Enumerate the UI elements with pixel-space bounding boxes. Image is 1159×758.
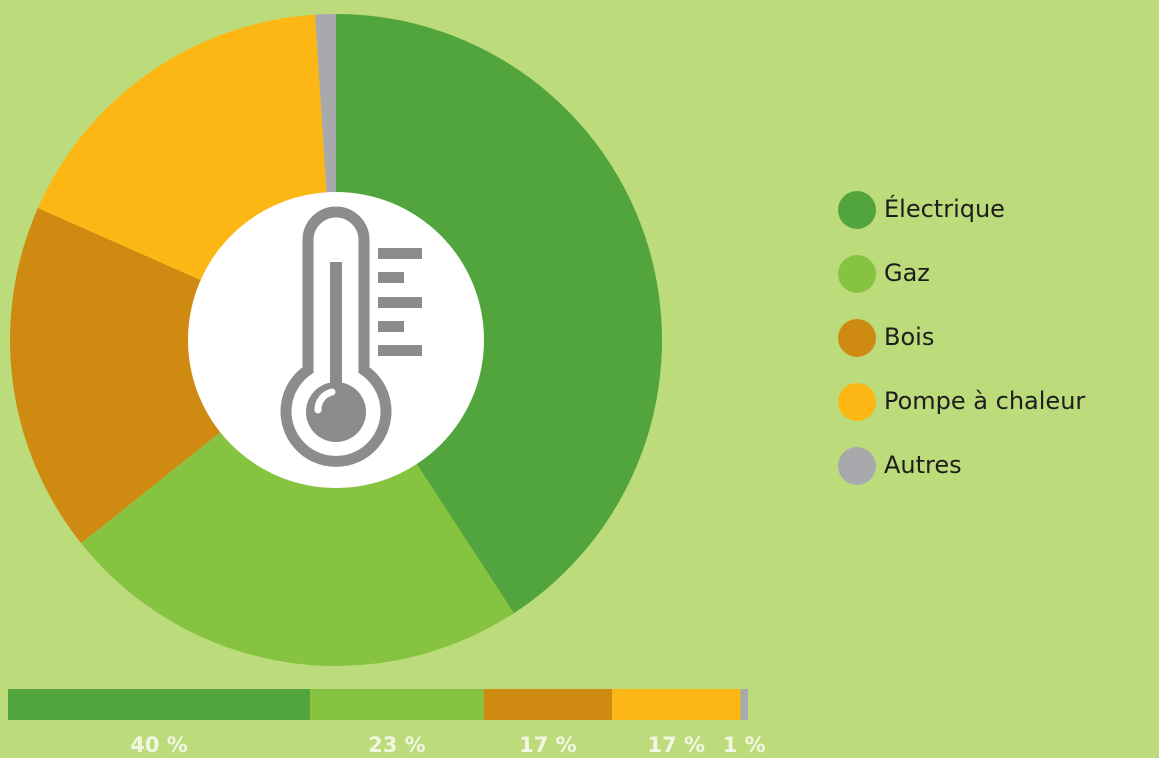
legend-swatch: [838, 255, 876, 293]
legend-label: Gaz: [884, 259, 930, 287]
legend-label: Autres: [884, 451, 962, 479]
bar-segment: [8, 689, 311, 720]
legend-swatch: [838, 383, 876, 421]
legend-label: Électrique: [884, 194, 1005, 223]
bar-segment: [483, 689, 613, 720]
value-label: 17 %: [647, 733, 705, 757]
value-label: 40 %: [130, 733, 188, 757]
stacked-bar: 40 % 23 % 17 % 17 % 1 %: [8, 689, 766, 757]
legend-label: Pompe à chaleur: [884, 387, 1085, 415]
value-label: 1 %: [723, 733, 766, 757]
donut-slice: [9, 208, 336, 544]
legend-swatch: [838, 319, 876, 357]
legend: Électrique Gaz Bois Pompe à chaleur Autres: [838, 191, 1085, 485]
value-label: 17 %: [519, 733, 577, 757]
thermometer-icon: [280, 206, 422, 467]
bar-segment: [310, 689, 484, 720]
bar-segment: [612, 689, 741, 720]
legend-swatch: [838, 191, 876, 229]
legend-label: Bois: [884, 323, 934, 351]
bar-segment: [740, 689, 748, 720]
donut-slice: [81, 340, 514, 667]
legend-swatch: [838, 447, 876, 485]
value-label: 23 %: [368, 733, 426, 757]
